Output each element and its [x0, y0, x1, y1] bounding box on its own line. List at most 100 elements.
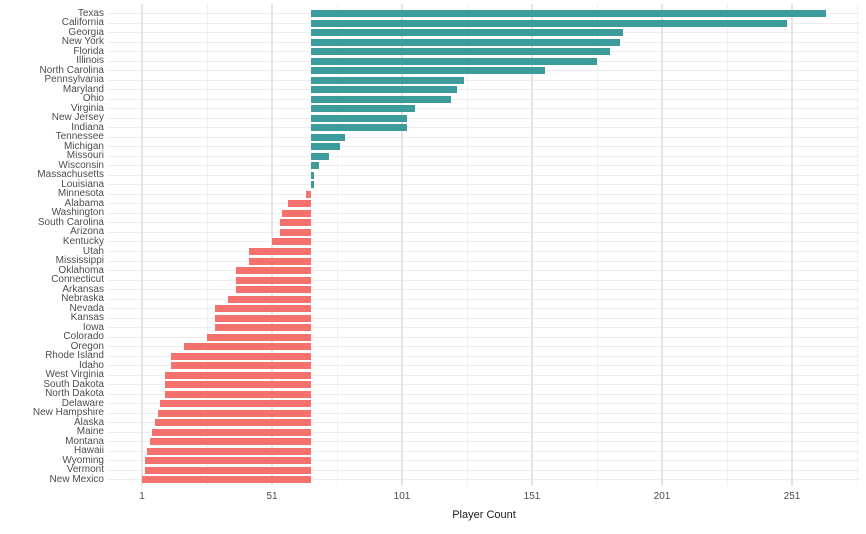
bar	[248, 257, 311, 265]
y-axis-label: Michigan	[63, 140, 104, 152]
y-gridline	[108, 374, 860, 376]
y-gridline	[108, 155, 860, 157]
bar	[183, 343, 311, 351]
y-gridline	[108, 203, 860, 205]
y-axis-label: Illinois	[76, 55, 104, 67]
bar	[207, 333, 311, 341]
y-axis-label: North Dakota	[45, 388, 104, 400]
bar	[170, 362, 311, 370]
y-axis-label: Rhode Island	[45, 350, 104, 362]
bar	[165, 390, 311, 398]
y-gridline	[108, 317, 860, 319]
x-minor-gridline	[466, 4, 468, 486]
y-axis-label: Washington	[51, 207, 104, 219]
y-axis-label: New Mexico	[49, 473, 104, 485]
y-axis-label: Florida	[73, 45, 104, 57]
y-gridline	[108, 289, 860, 291]
y-gridline	[108, 127, 860, 129]
x-minor-gridline	[596, 4, 598, 486]
y-gridline	[108, 384, 860, 386]
y-gridline	[108, 136, 860, 138]
bar	[311, 57, 597, 65]
bar	[311, 95, 452, 103]
bar	[142, 476, 311, 484]
x-tick-label: 51	[266, 491, 278, 502]
x-minor-gridline	[206, 4, 208, 486]
x-minor-gridline	[726, 4, 728, 486]
y-gridline	[108, 441, 860, 443]
y-axis-label: New York	[61, 36, 104, 48]
bar	[282, 209, 311, 217]
y-axis-label: Tennessee	[55, 131, 104, 143]
y-gridline	[108, 393, 860, 395]
bar	[214, 305, 311, 313]
bar	[214, 324, 311, 332]
bar	[311, 124, 408, 132]
bar	[149, 438, 311, 446]
bar	[311, 38, 621, 46]
y-gridline	[108, 431, 860, 433]
bar	[311, 48, 610, 56]
y-axis-label: Ohio	[82, 93, 104, 105]
y-gridline	[108, 346, 860, 348]
bar	[147, 447, 311, 455]
y-axis-label: Alaska	[73, 416, 104, 428]
bar	[144, 457, 311, 465]
bar	[311, 105, 415, 113]
bar	[152, 428, 311, 436]
y-gridline	[108, 412, 860, 414]
x-axis-title: Player Count	[452, 509, 516, 521]
bar	[311, 171, 314, 179]
y-gridline	[108, 479, 860, 481]
bar	[311, 143, 340, 151]
y-gridline	[108, 270, 860, 272]
x-tick-label: 101	[393, 491, 411, 502]
y-axis-label: Connecticut	[51, 274, 104, 286]
bar	[305, 190, 311, 198]
y-gridline	[108, 365, 860, 367]
y-gridline	[108, 89, 860, 91]
y-gridline	[108, 460, 860, 462]
bar	[157, 409, 311, 417]
y-axis-label: Missouri	[66, 150, 104, 162]
y-gridline	[108, 117, 860, 119]
y-gridline	[108, 279, 860, 281]
y-axis-label: California	[61, 17, 104, 29]
y-axis-label: Indiana	[71, 121, 104, 133]
bar	[165, 381, 311, 389]
x-major-gridline	[661, 4, 663, 486]
bar	[311, 67, 545, 75]
y-gridline	[108, 193, 860, 195]
bar	[311, 86, 457, 94]
bar	[160, 400, 311, 408]
bar	[311, 29, 623, 37]
plot-panel	[108, 4, 860, 486]
y-axis-label: South Carolina	[37, 216, 104, 228]
bar	[311, 76, 465, 84]
y-gridline	[108, 241, 860, 243]
y-axis-label: Idaho	[78, 359, 104, 371]
bar	[311, 114, 408, 122]
bar	[165, 371, 311, 379]
y-axis-label: Maine	[76, 426, 104, 438]
y-axis-label: Virginia	[70, 102, 104, 114]
x-major-gridline	[401, 4, 403, 486]
y-gridline	[108, 108, 860, 110]
y-axis-label: Arizona	[70, 226, 104, 238]
y-axis-label: Colorado	[63, 331, 104, 343]
y-axis-label: Arkansas	[62, 283, 104, 295]
y-gridline	[108, 184, 860, 186]
bar	[155, 419, 311, 427]
y-axis-label: Oregon	[70, 340, 104, 352]
y-gridline	[108, 336, 860, 338]
y-axis-label: Georgia	[68, 26, 104, 38]
y-gridline	[108, 231, 860, 233]
y-axis-label: Hawaii	[73, 445, 104, 457]
bar	[235, 267, 311, 275]
y-axis-label: Louisiana	[61, 178, 104, 190]
y-axis-label: Montana	[65, 435, 104, 447]
x-minor-gridline	[336, 4, 338, 486]
y-gridline	[108, 98, 860, 100]
y-axis-label: Minnesota	[57, 188, 104, 200]
y-gridline	[108, 469, 860, 471]
